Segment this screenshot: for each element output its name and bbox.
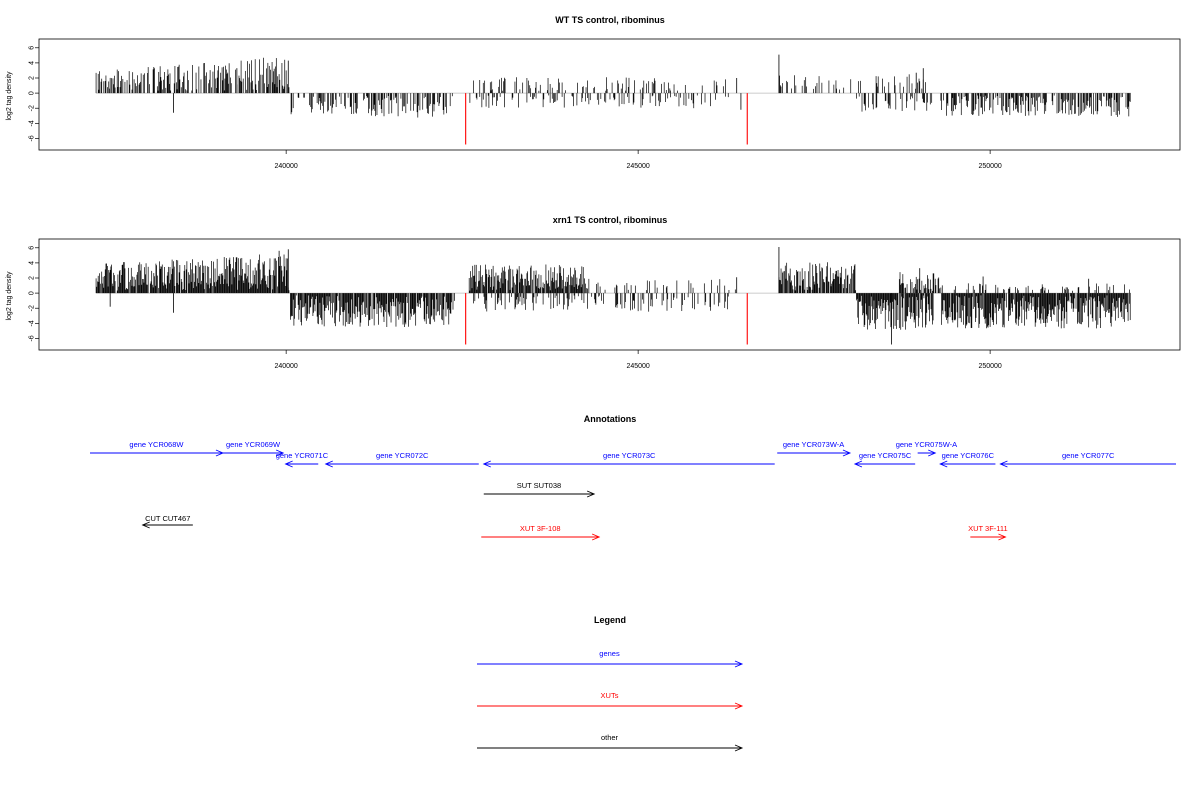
annotation-feature: gene YCR071C <box>276 451 329 468</box>
legend-arrow-head <box>734 744 744 752</box>
annotation-label: XUT 3F-108 <box>520 524 561 533</box>
annotation-label: SUT SUT038 <box>517 481 561 490</box>
annotation-arrow-head <box>586 490 596 498</box>
annotation-arrow-head <box>853 460 863 468</box>
xrn1-y-tick-label: 2 <box>29 276 36 280</box>
annotation-label: gene YCR068W <box>129 440 184 449</box>
annotation-label: gene YCR072C <box>376 451 429 460</box>
annotation-feature: CUT CUT467 <box>141 514 193 529</box>
annotation-arrow-head <box>999 460 1008 468</box>
xrn1-y-axis-label: log2 tag density <box>6 271 13 321</box>
annotation-arrow-head <box>842 449 852 457</box>
wt-y-tick-label: -2 <box>29 105 36 111</box>
wt-y-tick-label: 6 <box>29 46 36 50</box>
legend-arrow-head <box>734 702 744 710</box>
annotation-arrow-head <box>591 533 601 541</box>
wt-plot-frame <box>38 38 1181 151</box>
legend-title: Legend <box>594 615 626 625</box>
wt-x-tick-label: 245000 <box>626 163 649 170</box>
annotation-arrow-head <box>482 460 491 468</box>
annotation-feature: gene YCR072C <box>324 451 479 468</box>
annotation-label: gene YCR075W-A <box>896 440 957 449</box>
xrn1-density-panel: xrn1 TS control, ribominus log2 tag dens… <box>6 215 1181 370</box>
wt-panel-title: WT TS control, ribominus <box>555 15 665 25</box>
annotation-feature: gene YCR068W <box>90 440 225 457</box>
wt-density-panel: WT TS control, ribominus log2 tag densit… <box>6 15 1181 170</box>
legend-arrow-head <box>734 660 744 668</box>
annotation-arrow-head <box>284 460 293 468</box>
xrn1-density-bars <box>95 247 1131 345</box>
annotation-arrow-head <box>275 449 285 457</box>
legend-entry: other <box>477 733 744 752</box>
xrn1-y-tick-label: -2 <box>29 305 36 311</box>
annotation-label: gene YCR073C <box>603 451 656 460</box>
annotation-feature: SUT SUT038 <box>483 481 596 498</box>
annotation-feature: gene YCR075W-A <box>896 440 957 457</box>
annotation-label: XUT 3F-111 <box>968 524 1008 533</box>
wt-x-tick-label: 240000 <box>274 163 297 170</box>
xrn1-y-ticks: 6 4 2 0 -2 -4 -6 <box>29 246 39 342</box>
xrn1-y-tick-label: 6 <box>29 246 36 250</box>
wt-y-tick-label: -4 <box>29 120 36 126</box>
annotation-feature: gene YCR073W-A <box>777 440 852 457</box>
annotation-label: gene YCR075C <box>859 451 912 460</box>
wt-y-ticks: 6 4 2 0 -2 -4 -6 <box>29 46 39 142</box>
wt-y-tick-label: 2 <box>29 76 36 80</box>
annotation-label: gene YCR076C <box>942 451 995 460</box>
wt-density-bars <box>95 54 1131 145</box>
annotation-features: gene YCR068W gene YCR069W gene YCR071C gene… <box>90 440 1176 541</box>
legend-label: XUTs <box>601 691 619 700</box>
annotation-arrow-head <box>939 460 948 468</box>
annotation-feature: XUT 3F-108 <box>481 524 601 541</box>
xrn1-y-tick-label: -6 <box>29 335 36 341</box>
xrn1-x-tick-label: 240000 <box>274 363 297 370</box>
annotation-arrow-head <box>998 533 1007 541</box>
annotation-track: Annotations gene YCR068W gene YCR069Wgene… <box>90 414 1176 541</box>
legend: Legend genes XUTs other <box>477 615 744 752</box>
legend-entry: genes <box>477 649 744 668</box>
annotation-label: gene YCR071C <box>276 451 329 460</box>
xrn1-panel-title: xrn1 TS control, ribominus <box>553 215 668 225</box>
annotation-arrow-head <box>215 449 225 457</box>
legend-entry: XUTs <box>477 691 744 710</box>
annotations-title: Annotations <box>584 414 637 424</box>
annotation-feature: gene YCR073C <box>482 451 775 468</box>
xrn1-x-ticks: 240000 245000 250000 <box>274 350 1002 370</box>
annotation-arrow-head <box>324 460 333 468</box>
xrn1-x-tick-label: 245000 <box>626 363 649 370</box>
annotation-feature: XUT 3F-111 <box>968 524 1008 541</box>
xrn1-y-tick-label: 4 <box>29 261 36 265</box>
xrn1-y-tick-label: 0 <box>29 291 36 295</box>
xrn1-x-tick-label: 250000 <box>978 363 1001 370</box>
wt-x-ticks: 240000 245000 250000 <box>274 150 1002 170</box>
legend-label: other <box>601 733 619 742</box>
annotation-arrow-head <box>928 449 937 457</box>
annotation-feature: gene YCR076C <box>939 451 996 468</box>
annotation-label: gene YCR069W <box>226 440 281 449</box>
annotation-label: gene YCR073W-A <box>783 440 844 449</box>
wt-x-tick-label: 250000 <box>978 163 1001 170</box>
legend-label: genes <box>599 649 620 658</box>
legend-entries: genes XUTs other <box>477 649 744 752</box>
wt-y-tick-label: -6 <box>29 135 36 141</box>
xrn1-plot-frame <box>38 238 1181 351</box>
annotation-feature: gene YCR077C <box>999 451 1176 468</box>
annotation-label: CUT CUT467 <box>145 514 190 523</box>
xrn1-y-tick-label: -4 <box>29 320 36 326</box>
wt-y-tick-label: 0 <box>29 91 36 95</box>
annotation-feature: gene YCR075C <box>853 451 916 468</box>
wt-y-tick-label: 4 <box>29 61 36 65</box>
wt-y-axis-label: log2 tag density <box>6 71 13 121</box>
annotation-arrow-head <box>141 521 150 529</box>
annotation-label: gene YCR077C <box>1062 451 1115 460</box>
annotation-feature: gene YCR069W <box>222 440 285 457</box>
